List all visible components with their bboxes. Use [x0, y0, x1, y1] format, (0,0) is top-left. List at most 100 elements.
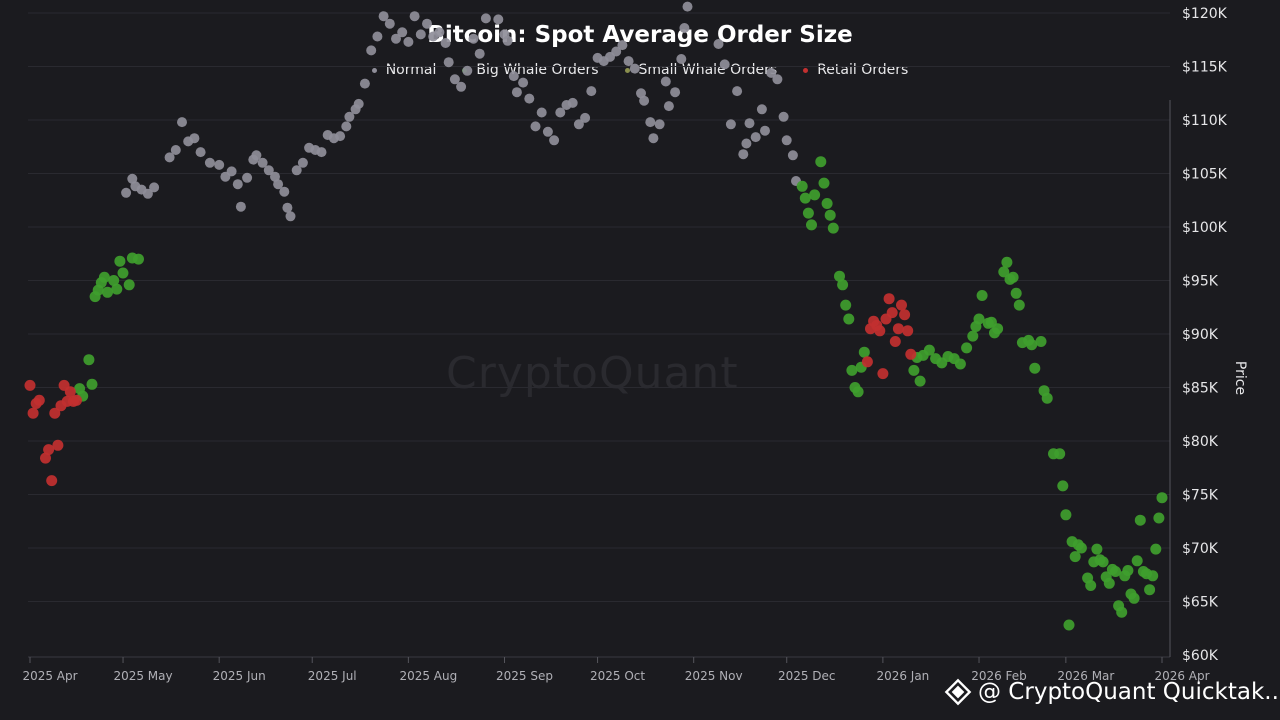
- legend-dot-retail: [803, 67, 809, 73]
- point-big-whale-orders: [1041, 392, 1053, 404]
- point-big-whale-orders: [973, 313, 985, 325]
- x-tick-label: 2025 Oct: [590, 669, 645, 683]
- point-normal: [372, 31, 383, 42]
- x-tick-label: 2026 Jan: [876, 669, 929, 683]
- point-big-whale-orders: [102, 286, 113, 298]
- y-tick-label: $75K: [1182, 488, 1219, 504]
- point-normal: [142, 188, 153, 199]
- point-retail-orders: [892, 323, 904, 335]
- legend-dot-small-whale: [624, 67, 630, 73]
- point-normal: [127, 173, 138, 184]
- point-normal: [449, 74, 460, 85]
- point-big-whale-orders: [1097, 556, 1109, 568]
- point-normal: [542, 126, 553, 137]
- point-normal: [273, 179, 284, 190]
- points-layer: [24, 1, 1168, 631]
- x-tick-label: 2025 Sep: [496, 669, 553, 683]
- point-normal: [214, 159, 225, 170]
- point-big-whale-orders: [1085, 580, 1097, 591]
- y-tick-label: $100K: [1182, 220, 1228, 236]
- point-big-whale-orders: [1069, 551, 1081, 563]
- point-normal: [443, 57, 454, 68]
- point-normal: [611, 46, 622, 57]
- x-tick-label: 2025 Jul: [308, 669, 357, 683]
- point-big-whale-orders: [1134, 514, 1146, 526]
- footer-handle-text: @ CryptoQuant Quicktak...: [978, 679, 1280, 705]
- watermark-logo: CryptoQuant: [446, 348, 739, 399]
- point-normal: [257, 157, 268, 168]
- point-normal: [316, 147, 327, 158]
- point-big-whale-orders: [976, 290, 988, 301]
- point-normal: [344, 111, 355, 122]
- point-retail-orders: [896, 299, 907, 311]
- point-normal: [366, 45, 377, 56]
- point-retail-orders: [905, 348, 917, 360]
- point-normal: [648, 133, 659, 144]
- point-big-whale-orders: [1147, 570, 1159, 582]
- point-normal: [434, 27, 445, 38]
- point-normal: [787, 150, 798, 161]
- point-normal: [359, 78, 370, 89]
- point-normal: [164, 152, 175, 163]
- point-normal: [617, 40, 628, 51]
- grid-layer: [28, 12, 1170, 602]
- point-normal: [493, 14, 504, 25]
- point-retail-orders: [861, 356, 873, 368]
- x-tick-label: 2026 Feb: [971, 669, 1027, 683]
- point-retail-orders: [43, 444, 55, 456]
- point-big-whale-orders: [83, 354, 95, 366]
- point-normal: [530, 121, 541, 132]
- point-normal: [170, 145, 181, 155]
- point-normal: [629, 63, 640, 74]
- point-normal: [682, 1, 693, 12]
- point-big-whale-orders: [98, 271, 110, 283]
- point-big-whale-orders: [815, 156, 827, 168]
- point-normal: [732, 86, 743, 97]
- point-normal: [508, 71, 519, 82]
- point-normal: [270, 171, 280, 182]
- x-tick-label: 2025 Aug: [399, 669, 457, 683]
- point-normal: [580, 112, 591, 123]
- point-normal: [409, 11, 420, 22]
- point-normal: [378, 11, 389, 22]
- point-big-whale-orders: [858, 346, 870, 358]
- point-big-whale-orders: [818, 177, 830, 189]
- point-retail-orders: [883, 293, 895, 305]
- point-retail-orders: [24, 379, 36, 391]
- point-retail-orders: [64, 386, 76, 398]
- point-big-whale-orders: [1029, 362, 1041, 374]
- x-tick-label: 2025 May: [113, 669, 172, 683]
- point-normal: [756, 104, 767, 115]
- point-big-whale-orders: [1103, 577, 1115, 589]
- point-normal: [391, 33, 401, 44]
- point-normal: [567, 97, 578, 108]
- point-big-whale-orders: [86, 378, 98, 390]
- point-big-whale-orders: [1091, 543, 1103, 555]
- point-big-whale-orders: [133, 253, 144, 265]
- point-normal: [279, 186, 290, 197]
- point-big-whale-orders: [821, 198, 833, 209]
- y-tick-label: $120K: [1182, 6, 1228, 22]
- y-tick-label: $70K: [1182, 541, 1219, 557]
- y-tick-label: $95K: [1182, 274, 1219, 290]
- point-normal: [713, 39, 724, 49]
- point-normal: [251, 150, 262, 161]
- point-retail-orders: [899, 309, 911, 321]
- point-big-whale-orders: [117, 267, 129, 279]
- point-big-whale-orders: [796, 180, 808, 192]
- point-normal: [177, 117, 187, 128]
- x-tick-label: 2026 Mar: [1057, 669, 1114, 683]
- point-normal: [781, 135, 792, 146]
- legend-dot-normal: [371, 67, 377, 73]
- point-big-whale-orders: [824, 209, 836, 221]
- point-normal: [738, 149, 749, 160]
- point-big-whale-orders: [1057, 480, 1069, 492]
- point-normal: [679, 23, 690, 33]
- point-normal: [741, 138, 752, 149]
- point-normal: [524, 93, 535, 104]
- point-normal: [725, 119, 736, 130]
- point-big-whale-orders: [799, 192, 811, 204]
- point-normal: [384, 18, 395, 29]
- point-normal: [263, 165, 274, 176]
- point-retail-orders: [46, 475, 58, 487]
